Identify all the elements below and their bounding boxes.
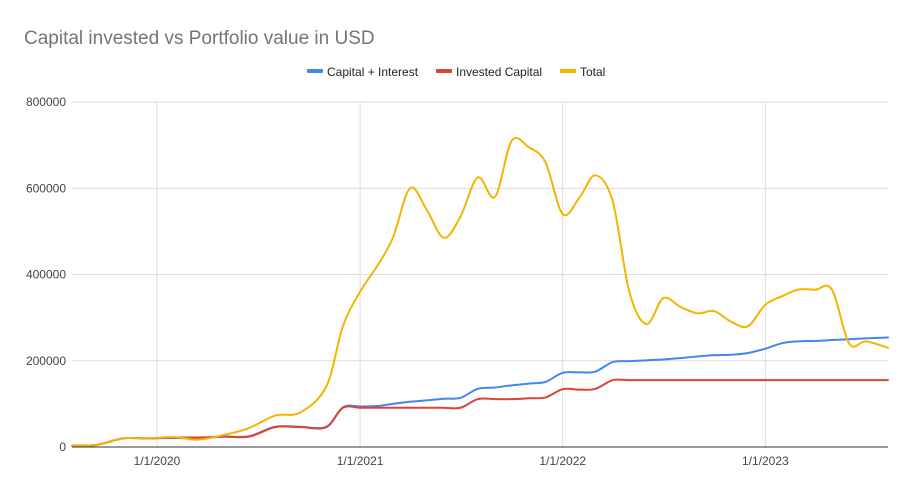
y-tick-label: 400000 xyxy=(26,268,66,282)
x-tick-label: 1/1/2022 xyxy=(539,454,586,468)
grid-lines xyxy=(72,101,888,447)
x-tick-label: 1/1/2023 xyxy=(742,454,789,468)
x-tick-label: 1/1/2020 xyxy=(134,454,181,468)
legend-item-total: Total xyxy=(560,65,605,79)
y-tick-label: 600000 xyxy=(26,181,66,195)
legend-swatch-invested-capital xyxy=(436,69,452,73)
legend-label-capital-interest: Capital + Interest xyxy=(327,65,419,79)
legend-label-invested-capital: Invested Capital xyxy=(456,65,542,79)
chart-legend: Capital + Interest Invested Capital Tota… xyxy=(307,65,605,79)
y-axis-ticks: 0 200000 400000 600000 800000 xyxy=(26,95,66,454)
legend-swatch-capital-interest xyxy=(307,69,323,73)
legend-label-total: Total xyxy=(580,65,605,79)
series-lines xyxy=(71,136,889,447)
y-tick-label: 800000 xyxy=(26,95,66,109)
x-axis-ticks: 1/1/2020 1/1/2021 1/1/2022 1/1/2023 xyxy=(134,454,789,468)
series-line-invested-capital xyxy=(71,378,889,447)
legend-item-invested-capital: Invested Capital xyxy=(436,65,542,79)
y-tick-label: 0 xyxy=(59,440,66,454)
y-tick-label: 200000 xyxy=(26,354,66,368)
legend-swatch-total xyxy=(560,69,576,73)
series-line-total xyxy=(71,136,889,447)
x-tick-label: 1/1/2021 xyxy=(337,454,384,468)
chart-title: Capital invested vs Portfolio value in U… xyxy=(24,28,375,49)
legend-item-capital-interest: Capital + Interest xyxy=(307,65,419,79)
